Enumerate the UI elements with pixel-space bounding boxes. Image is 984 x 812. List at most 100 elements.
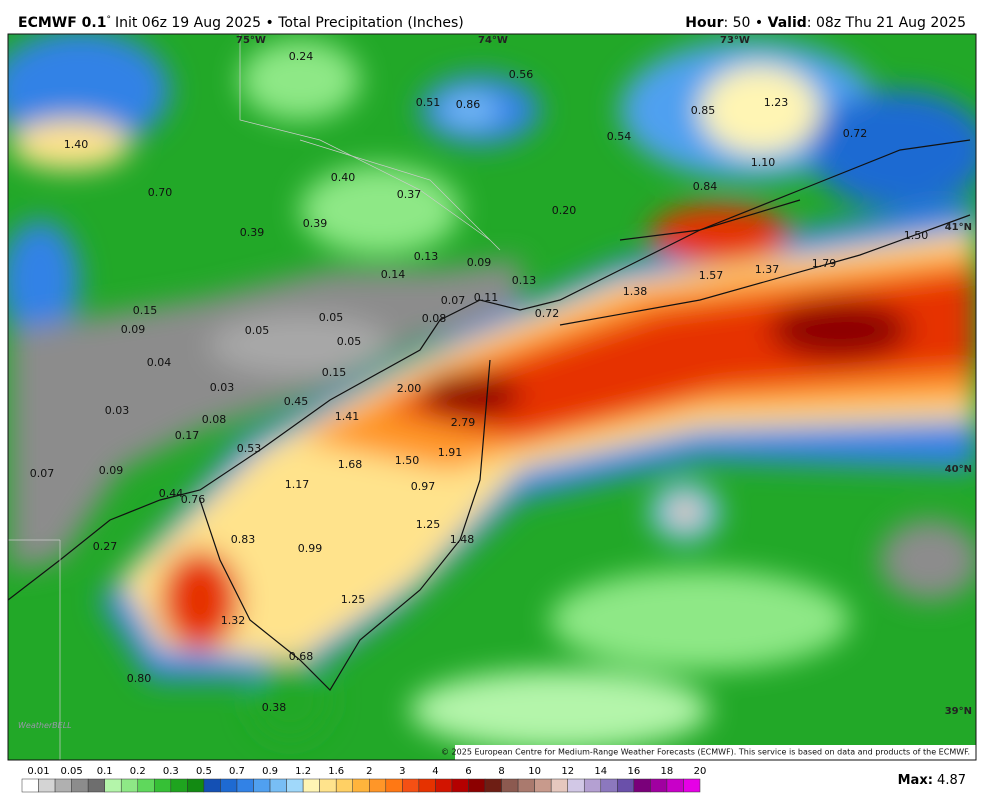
precip-label: 1.17 <box>285 478 310 491</box>
precip-label: 0.07 <box>441 294 466 307</box>
color-swatch <box>120 778 139 793</box>
precip-label: 1.25 <box>341 593 366 606</box>
color-swatch <box>154 778 172 793</box>
precip-label: 0.03 <box>105 404 130 417</box>
logo: WeatherBELL <box>18 721 72 730</box>
precip-label: 0.17 <box>175 429 200 442</box>
precip-label: 0.97 <box>411 480 436 493</box>
grid-label: 41°N <box>945 222 972 233</box>
precip-label: 1.40 <box>64 138 89 151</box>
color-swatch <box>435 778 453 793</box>
grid-label: 39°N <box>945 706 972 717</box>
colorbar-label: 8 <box>498 766 504 777</box>
max-value: 4.87 <box>937 773 966 788</box>
color-swatch <box>352 778 370 793</box>
color-swatch <box>633 778 651 793</box>
colorbar-label: 0.01 <box>27 766 49 777</box>
colorbar-label: 18 <box>661 766 674 777</box>
precip-label: 1.50 <box>395 454 420 467</box>
color-swatch <box>583 778 602 793</box>
color-swatch <box>38 778 56 793</box>
color-swatch <box>253 778 271 793</box>
precip-label: 0.72 <box>843 127 868 140</box>
colorbar-label: 0.7 <box>229 766 245 777</box>
color-swatch <box>683 778 701 793</box>
precip-label: 1.23 <box>764 96 789 109</box>
color-swatch <box>220 778 238 793</box>
colorbar-label: 16 <box>627 766 640 777</box>
precip-label: 1.38 <box>623 285 648 298</box>
color-swatch <box>335 778 353 793</box>
precip-label: 0.84 <box>693 180 718 193</box>
precip-label: 0.13 <box>512 274 537 287</box>
colorbar-label: 12 <box>561 766 574 777</box>
precip-label: 0.05 <box>245 324 270 337</box>
colorbar-label: 4 <box>432 766 438 777</box>
color-swatch <box>203 778 221 793</box>
color-swatch <box>468 778 486 793</box>
precip-label: 1.79 <box>812 257 837 270</box>
max: Max: 4.87 <box>898 773 966 788</box>
colorbar-label: 1.6 <box>328 766 344 777</box>
precip-label: 1.50 <box>904 229 929 242</box>
precip-label: 1.57 <box>699 269 724 282</box>
precip-label: 2.79 <box>451 416 476 429</box>
color-swatch <box>550 778 568 793</box>
color-swatch <box>402 778 420 793</box>
precip-label: 0.14 <box>381 268 406 281</box>
precip-label: 0.51 <box>416 96 441 109</box>
init: Init 06z 19 Aug 2025 • Total Precipitati… <box>115 15 464 31</box>
color-swatch <box>666 778 684 793</box>
precip-label: 0.08 <box>422 312 447 325</box>
precip-label: 0.15 <box>322 366 347 379</box>
precip-label: 0.05 <box>337 335 362 348</box>
precip-label: 0.76 <box>181 493 206 506</box>
precip-label: 1.68 <box>338 458 363 471</box>
color-swatch <box>484 778 502 793</box>
precip-label: 0.27 <box>93 540 118 553</box>
hour-label: Hour <box>685 15 723 31</box>
precip-label: 0.09 <box>99 464 124 477</box>
precip-label: 0.05 <box>319 311 344 324</box>
precip-label: 1.37 <box>755 263 780 276</box>
precip-label: 0.54 <box>607 130 632 143</box>
credit-bg <box>455 745 976 760</box>
color-swatch <box>302 778 320 793</box>
precip-label: 0.80 <box>127 672 152 685</box>
precip-label: 0.53 <box>237 442 262 455</box>
precip-label: 0.86 <box>456 98 481 111</box>
colorbar-label: 0.9 <box>262 766 278 777</box>
colorbar-label: 10 <box>528 766 541 777</box>
precip-label: 1.32 <box>221 614 246 627</box>
grid-label: 74°W <box>478 35 508 46</box>
color-swatch <box>650 778 668 793</box>
color-swatch <box>451 778 469 793</box>
precip-label: 0.44 <box>159 487 184 500</box>
precip-label: 0.39 <box>240 226 265 239</box>
precip-label: 0.99 <box>298 542 323 555</box>
precip-label: 0.03 <box>210 381 235 394</box>
color-swatch <box>87 778 105 793</box>
color-swatch <box>236 778 254 793</box>
precip-label: 0.40 <box>331 171 356 184</box>
precip-label: 1.48 <box>450 533 475 546</box>
color-swatch <box>269 778 287 793</box>
color-swatch <box>137 778 155 793</box>
precip-label: 0.56 <box>509 68 534 81</box>
precip-label: 0.15 <box>133 304 158 317</box>
colorbar-label: 14 <box>594 766 607 777</box>
precip-label: 0.38 <box>262 701 287 714</box>
precip-label: 0.83 <box>231 533 256 546</box>
precip-label: 0.37 <box>397 188 422 201</box>
precip-label: 0.09 <box>467 256 492 269</box>
precip-label: 1.10 <box>751 156 776 169</box>
grid-label: 75°W <box>236 35 266 46</box>
precip-label: 0.08 <box>202 413 227 426</box>
color-swatch <box>534 778 552 793</box>
precip-label: 0.85 <box>691 104 716 117</box>
colorbar-label: 1.2 <box>295 766 311 777</box>
degree: ° <box>106 15 111 25</box>
color-swatch <box>418 778 436 793</box>
header-right: Hour: 50 • Valid: 08z Thu 21 Aug 2025 <box>685 15 966 31</box>
